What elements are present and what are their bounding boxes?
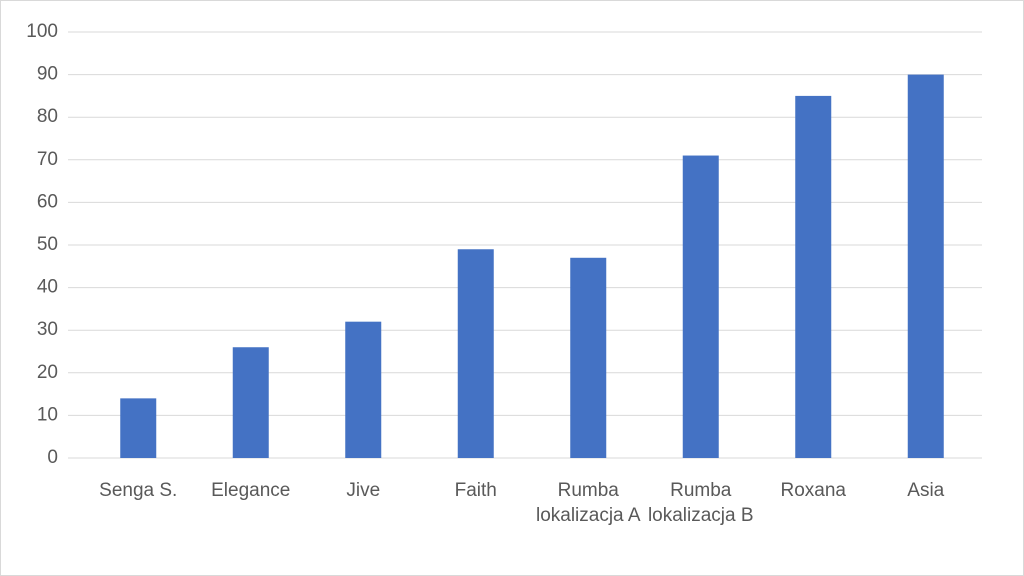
bar [345,321,382,458]
y-tick-label: 10 [37,404,58,425]
y-tick-label: 50 [37,234,58,255]
y-tick-label: 100 [26,21,58,42]
y-tick-label: 40 [37,277,58,298]
x-tick-label: Rumba lokalizacja A [535,480,641,526]
y-tick-label: 30 [37,319,58,340]
x-tick-label: Senga S. [99,480,178,501]
bar [120,398,157,458]
x-tick-label: Rumba lokalizacja B [647,480,754,526]
y-tick-label: 0 [47,447,58,468]
bar [907,74,944,458]
y-tick-label: 80 [37,106,58,127]
y-tick-label: 60 [37,191,58,212]
x-tick-label: Asia [907,480,945,501]
bar [232,347,269,458]
x-tick-label: Elegance [211,480,291,501]
y-tick-label: 90 [37,64,58,85]
x-tick-label: Faith [454,480,497,501]
bar [795,95,832,459]
bar [682,155,719,459]
bar [570,257,607,458]
x-tick-label: Roxana [780,480,847,501]
bar [457,249,494,458]
y-tick-label: 70 [37,149,58,170]
y-tick-label: 20 [37,362,58,383]
x-tick-label: Jive [346,480,381,501]
